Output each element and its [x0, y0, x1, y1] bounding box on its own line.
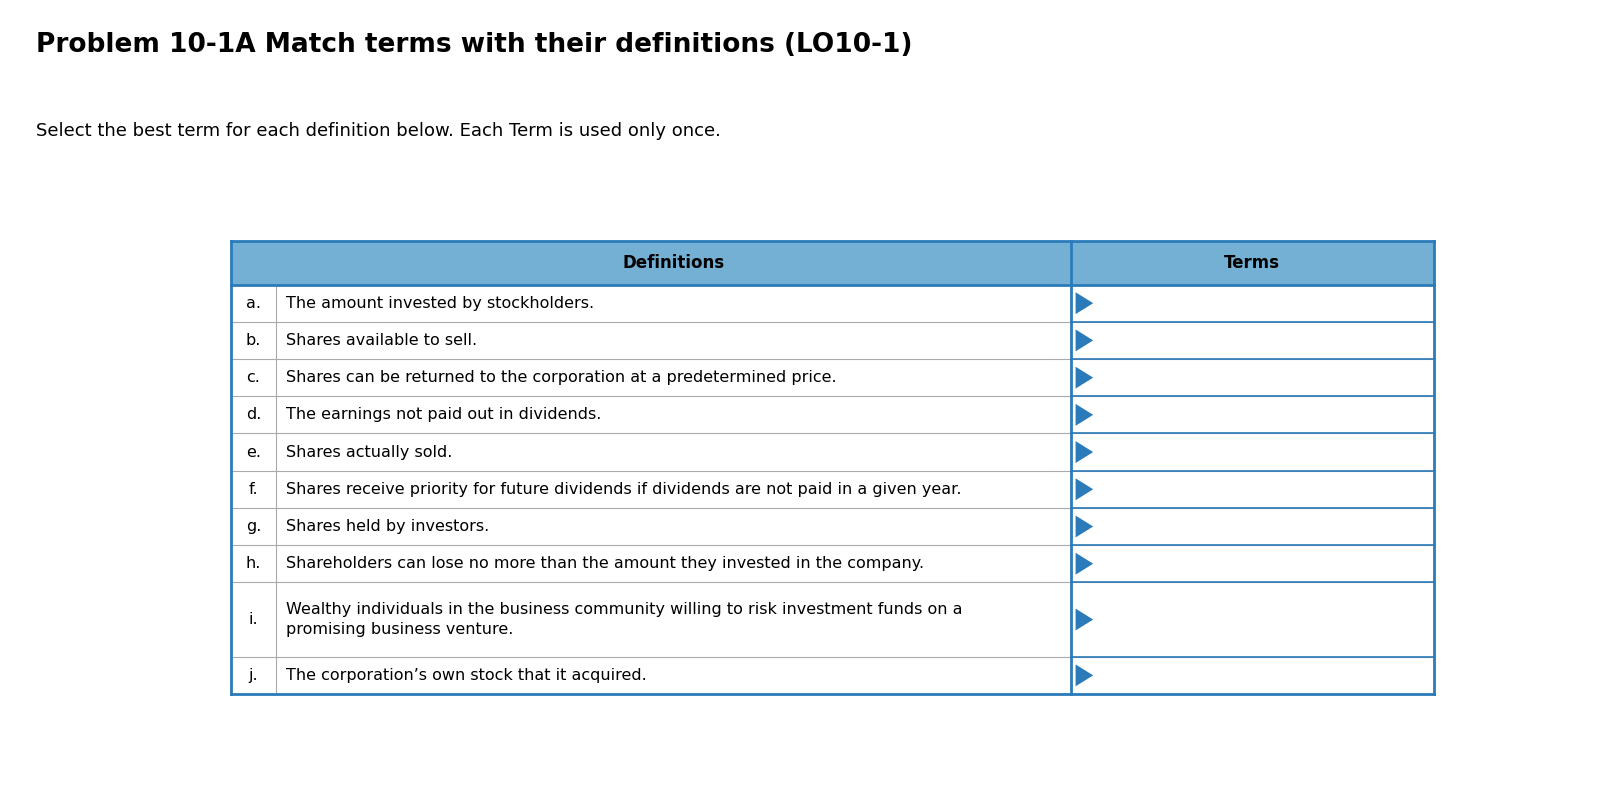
Text: Definitions: Definitions	[622, 254, 724, 272]
Text: d.: d.	[245, 408, 261, 423]
Text: Shareholders can lose no more than the amount they invested in the company.: Shareholders can lose no more than the a…	[286, 556, 923, 571]
Text: h.: h.	[245, 556, 261, 571]
Polygon shape	[1074, 553, 1092, 574]
Bar	[230, 359, 1433, 397]
Bar	[230, 508, 1433, 545]
Polygon shape	[1074, 329, 1092, 352]
Bar	[230, 322, 1433, 359]
Text: The earnings not paid out in dividends.: The earnings not paid out in dividends.	[286, 408, 602, 423]
Text: e.: e.	[247, 445, 261, 460]
Bar	[230, 434, 1433, 471]
Text: Shares held by investors.: Shares held by investors.	[286, 519, 490, 534]
Bar	[230, 582, 1433, 656]
Polygon shape	[1074, 404, 1092, 426]
Text: Shares receive priority for future dividends if dividends are not paid in a give: Shares receive priority for future divid…	[286, 482, 961, 497]
Text: g.: g.	[245, 519, 261, 534]
Text: Terms: Terms	[1224, 254, 1279, 272]
Polygon shape	[1074, 664, 1092, 687]
Bar	[230, 397, 1433, 434]
Bar	[230, 241, 1433, 284]
Bar	[230, 545, 1433, 582]
Text: f.: f.	[248, 482, 258, 497]
Bar	[230, 656, 1433, 694]
Polygon shape	[1074, 367, 1092, 389]
Polygon shape	[1074, 516, 1092, 537]
Text: i.: i.	[248, 612, 258, 627]
Text: Shares can be returned to the corporation at a predetermined price.: Shares can be returned to the corporatio…	[286, 371, 836, 386]
Text: The corporation’s own stock that it acquired.: The corporation’s own stock that it acqu…	[286, 668, 648, 683]
Text: Select the best term for each definition below. Each Term is used only once.: Select the best term for each definition…	[36, 122, 721, 141]
Text: Wealthy individuals in the business community willing to risk investment funds o: Wealthy individuals in the business comm…	[286, 602, 962, 637]
Text: Problem 10-1A Match terms with their definitions (LO10-1): Problem 10-1A Match terms with their def…	[36, 32, 912, 58]
Polygon shape	[1074, 292, 1092, 314]
Text: a.: a.	[247, 295, 261, 310]
Text: b.: b.	[245, 333, 261, 348]
Bar	[230, 471, 1433, 508]
Bar	[230, 284, 1433, 322]
Text: The amount invested by stockholders.: The amount invested by stockholders.	[286, 295, 594, 310]
Polygon shape	[1074, 478, 1092, 500]
Text: Shares available to sell.: Shares available to sell.	[286, 333, 477, 348]
Text: Shares actually sold.: Shares actually sold.	[286, 445, 453, 460]
Text: j.: j.	[248, 668, 258, 683]
Text: c.: c.	[247, 371, 260, 386]
Polygon shape	[1074, 441, 1092, 463]
Polygon shape	[1074, 608, 1092, 630]
